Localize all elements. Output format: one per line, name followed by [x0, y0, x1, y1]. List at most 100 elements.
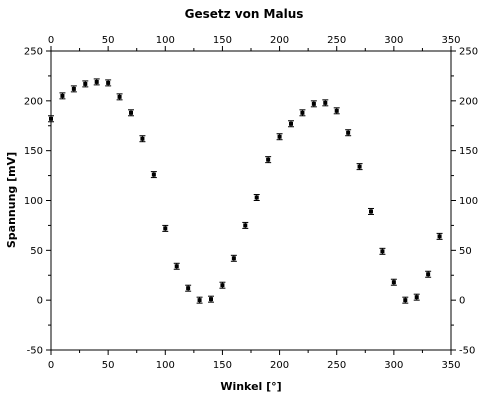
y-tick-label-right: 200: [459, 96, 478, 107]
marker: [231, 256, 236, 261]
y-tick-label-left: 250: [24, 47, 43, 58]
data-point: [242, 221, 249, 229]
y-tick-label-left: 0: [37, 296, 43, 307]
data-point: [333, 107, 340, 115]
data-point: [70, 85, 77, 93]
axes: 0 0 50 50 100 100 150 150 200 200 250 250 300 300 350 3…: [24, 35, 478, 371]
marker: [346, 130, 351, 135]
x-tick-label-top: 200: [270, 35, 289, 46]
data-point: [93, 78, 100, 86]
y-axis-title: Spannung [mV]: [5, 152, 18, 248]
marker: [243, 223, 248, 228]
data-point: [265, 156, 272, 164]
marker: [129, 110, 133, 115]
data-point: [230, 254, 237, 262]
data-point: [390, 278, 397, 286]
data-point: [185, 284, 192, 292]
data-points: [48, 78, 443, 304]
y-tick-label-left: 200: [24, 96, 43, 107]
y-tick-label-right: -50: [459, 346, 475, 357]
x-tick-label-bottom: 350: [441, 360, 460, 371]
y-tick-label-left: 100: [24, 196, 43, 207]
data-point: [288, 120, 294, 128]
marker: [289, 121, 293, 126]
data-point: [379, 247, 386, 255]
y-tick-label-right: 0: [459, 296, 465, 307]
data-point: [413, 293, 420, 301]
y-tick-label-right: 150: [459, 146, 478, 157]
marker: [151, 172, 156, 177]
marker: [117, 94, 122, 99]
x-tick-label-bottom: 100: [156, 360, 175, 371]
marker: [94, 79, 99, 84]
data-point: [402, 296, 409, 304]
data-point: [425, 270, 432, 278]
data-point: [368, 207, 374, 215]
y-tick-label-left: -50: [27, 346, 43, 357]
marker: [197, 298, 202, 303]
marker: [49, 116, 53, 121]
x-tick-label-bottom: 150: [213, 360, 232, 371]
marker: [174, 264, 179, 269]
marker: [334, 108, 339, 113]
marker: [186, 286, 191, 291]
marker: [403, 298, 408, 303]
data-point: [299, 109, 306, 117]
x-tick-label-bottom: 50: [102, 360, 115, 371]
data-point: [345, 129, 352, 137]
marker: [369, 209, 373, 214]
data-point: [116, 93, 123, 101]
data-point: [150, 171, 157, 179]
marker: [380, 249, 385, 254]
data-point: [139, 135, 146, 143]
y-tick-label-right: 100: [459, 196, 478, 207]
data-point: [162, 224, 169, 232]
data-point: [322, 99, 329, 107]
marker: [266, 157, 271, 162]
data-point: [59, 92, 66, 100]
marker: [311, 101, 316, 106]
marker: [83, 81, 88, 86]
data-point: [208, 295, 214, 303]
marker: [391, 280, 396, 285]
marker: [323, 100, 328, 105]
x-tick-label-top: 100: [156, 35, 175, 46]
x-tick-label-bottom: 300: [384, 360, 403, 371]
x-tick-label-top: 50: [102, 35, 115, 46]
x-tick-label-top: 350: [441, 35, 460, 46]
y-tick-label-left: 150: [24, 146, 43, 157]
x-tick-label-top: 150: [213, 35, 232, 46]
marker: [254, 195, 259, 200]
x-tick-label-top: 300: [384, 35, 403, 46]
data-point: [276, 133, 283, 141]
marker: [106, 80, 111, 85]
marker: [163, 226, 168, 231]
marker: [414, 295, 419, 300]
chart-title: Gesetz von Malus: [185, 7, 304, 21]
data-point: [105, 79, 112, 87]
data-point: [310, 100, 317, 108]
data-point: [356, 163, 363, 171]
marker: [220, 283, 225, 288]
marker: [71, 86, 76, 91]
marker: [209, 297, 213, 302]
y-tick-label-left: 50: [30, 246, 43, 257]
x-tick-label-top: 0: [48, 35, 54, 46]
marker: [60, 93, 65, 98]
y-tick-label-right: 50: [459, 246, 472, 257]
data-point: [173, 262, 180, 270]
x-tick-label-bottom: 0: [48, 360, 54, 371]
data-point: [128, 109, 134, 117]
marker: [357, 164, 362, 169]
x-tick-label-bottom: 250: [327, 360, 346, 371]
marker: [277, 134, 282, 139]
x-tick-label-top: 250: [327, 35, 346, 46]
marker: [300, 110, 305, 115]
plot-area-frame: [50, 50, 452, 351]
data-point: [82, 80, 89, 88]
marker: [140, 136, 145, 141]
data-point: [219, 281, 226, 289]
x-axis-title: Winkel [°]: [220, 380, 281, 393]
y-tick-label-right: 250: [459, 47, 478, 58]
